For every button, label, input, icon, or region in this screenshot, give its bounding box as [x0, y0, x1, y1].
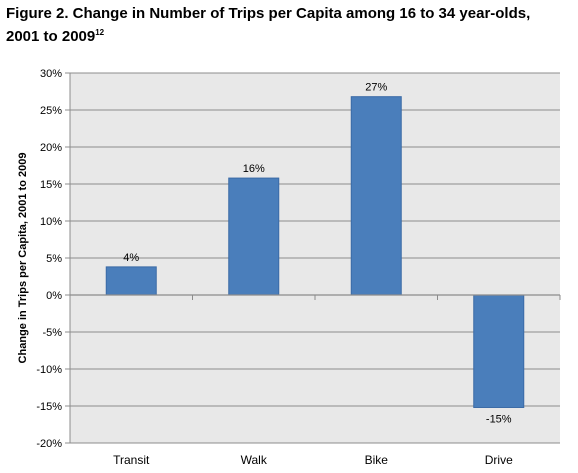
bar-walk — [228, 177, 280, 296]
y-tick-label: 25% — [40, 105, 62, 117]
data-label-walk: 16% — [243, 163, 265, 175]
y-tick-label: 5% — [46, 253, 62, 265]
y-tick-label: -15% — [36, 401, 62, 413]
y-axis-label: Change in Trips per Capita, 2001 to 2009 — [17, 153, 29, 364]
chart-title: Figure 2. Change in Number of Trips per … — [6, 5, 531, 45]
bar-drive — [473, 294, 525, 408]
data-label-drive: -15% — [486, 413, 512, 425]
data-label-bike: 27% — [365, 82, 387, 94]
x-tick-label: Walk — [241, 453, 268, 467]
y-tick-label: 10% — [40, 216, 62, 228]
y-tick-label: 15% — [40, 179, 62, 191]
y-tick-label: -5% — [42, 327, 62, 339]
x-tick-label: Transit — [113, 453, 150, 467]
x-tick-label: Bike — [365, 453, 389, 467]
y-tick-label: -20% — [36, 438, 62, 450]
footnote-marker: 12 — [95, 28, 105, 37]
data-label-transit: 4% — [123, 252, 139, 264]
bar-bike — [350, 96, 402, 296]
x-tick-label: Drive — [485, 453, 513, 467]
axes: 30% 25% 20% 15% 10% 5% 0% -5% -10% -15% -20% Transi… — [36, 68, 561, 467]
y-tick-label: 30% — [40, 68, 62, 80]
bars: 4% 16% 27% -15% — [105, 82, 525, 425]
bar-transit — [105, 266, 157, 296]
y-tick-label: -10% — [36, 364, 62, 376]
y-tick-label: 20% — [40, 142, 62, 154]
y-tick-label: 0% — [46, 290, 62, 302]
